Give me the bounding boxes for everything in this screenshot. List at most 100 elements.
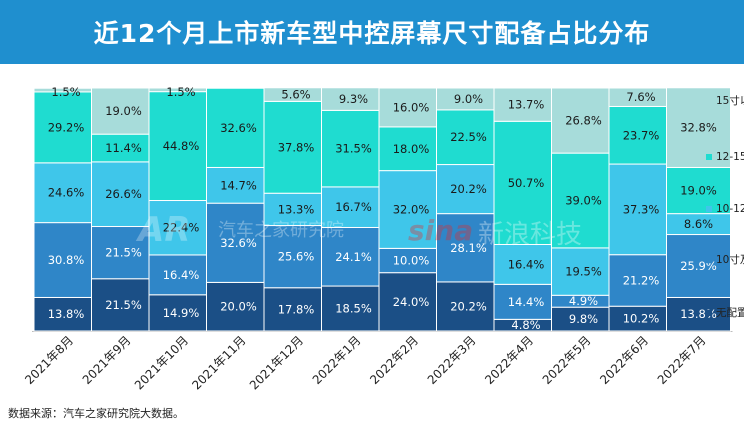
x-tick-label: 2021年9月: [80, 333, 134, 387]
data-label: 26.6%: [105, 187, 142, 201]
bar-segment: [608, 163, 674, 256]
bar-segment: [436, 281, 501, 332]
data-label: 10.0%: [393, 254, 430, 268]
legend-label: 无配置: [716, 307, 744, 319]
data-label: 28.1%: [450, 241, 487, 255]
legend-label: 10-12寸(含): [716, 202, 744, 215]
data-label: 17.8%: [278, 302, 315, 316]
data-label: 20.2%: [450, 299, 487, 313]
bar-segment: [378, 247, 444, 274]
data-label: 18.0%: [393, 142, 430, 156]
bar-segment: [493, 283, 559, 320]
bar-segment: [263, 225, 329, 289]
x-tick-label: 2022年1月: [310, 333, 364, 387]
x-tick-label: 2021年10月: [132, 333, 191, 392]
x-tick-label: 2022年2月: [367, 333, 421, 387]
data-source-note: 数据来源：汽车之家研究院大数据。: [8, 407, 184, 420]
data-label: 20.0%: [220, 300, 257, 314]
data-label: 26.8%: [565, 114, 602, 128]
bar-segment: [91, 161, 156, 228]
bar-segment: [608, 105, 674, 165]
sina-watermark-text: 新浪科技: [478, 220, 583, 250]
data-label: 22.5%: [450, 130, 487, 144]
data-label: 19.0%: [680, 184, 717, 198]
data-label: 14.7%: [220, 178, 257, 192]
data-label: 37.3%: [623, 202, 660, 216]
data-label: 18.5%: [335, 302, 372, 316]
data-label: 14.4%: [508, 295, 545, 309]
bar-segment: [551, 87, 616, 154]
data-label: 20.2%: [450, 182, 487, 196]
legend-label: 15寸以上: [716, 94, 744, 107]
data-label: 16.7%: [335, 200, 372, 214]
autohome-watermark-text: 汽车之家研究院: [218, 220, 344, 241]
data-label: 32.6%: [220, 236, 257, 250]
data-label: 7.6%: [626, 90, 655, 104]
data-label: 1.5%: [166, 85, 195, 99]
data-label: 37.8%: [278, 140, 315, 154]
data-label: 44.8%: [163, 139, 200, 153]
bar-segment: [33, 91, 99, 164]
bar-segment: [263, 100, 329, 194]
data-label: 9.8%: [569, 312, 598, 326]
title-bar: 近12个月上市新车型中控屏幕尺寸配备占比分布: [0, 0, 744, 64]
data-label: 16.4%: [508, 257, 545, 271]
bar-segment: [206, 87, 271, 168]
sina-watermark-logo: sina: [408, 214, 474, 247]
data-label: 21.5%: [105, 246, 142, 260]
data-label: 14.9%: [163, 306, 200, 320]
data-label: 30.8%: [48, 253, 85, 267]
x-tick-label: 2022年5月: [540, 333, 594, 387]
legend-swatch: [706, 98, 712, 104]
bar-segment: [436, 213, 501, 283]
data-label: 25.6%: [278, 250, 315, 264]
data-label: 39.0%: [565, 194, 602, 208]
data-label: 19.5%: [565, 265, 602, 279]
data-label: 4.9%: [569, 294, 598, 308]
data-label: 50.7%: [508, 176, 545, 190]
bar-segment: [33, 222, 99, 298]
bar-segment: [206, 202, 271, 283]
bar-segment: [91, 133, 156, 163]
data-label: 21.2%: [623, 273, 660, 287]
bar-segment: [206, 166, 271, 204]
x-tick-label: 2022年3月: [425, 333, 479, 387]
bar-segment: [378, 87, 444, 128]
bar-segment: [608, 254, 674, 307]
autohome-watermark-logo: AR: [138, 210, 191, 250]
chart-title: 近12个月上市新车型中控屏幕尺寸配备占比分布: [93, 19, 651, 48]
data-label: 32.0%: [393, 203, 430, 217]
data-label: 24.6%: [48, 186, 85, 200]
bar-segment: [666, 166, 731, 215]
data-label: 32.8%: [680, 121, 717, 135]
bar-segment: [321, 109, 386, 188]
data-label: 16.0%: [393, 100, 430, 114]
legend-label: 10寸及以下: [716, 253, 744, 266]
data-label: 24.1%: [335, 250, 372, 264]
bar-segment: [33, 162, 99, 224]
data-label: 31.5%: [335, 142, 372, 156]
legend-swatch: [706, 310, 712, 316]
data-label: 32.6%: [220, 121, 257, 135]
bar-segment: [321, 226, 386, 287]
x-tick-label: 2022年6月: [597, 333, 651, 387]
data-label: 8.6%: [684, 217, 713, 231]
data-label: 13.3%: [278, 202, 315, 216]
bar-segment: [148, 294, 214, 332]
x-tick-label: 2021年8月: [22, 333, 76, 387]
data-label: 24.0%: [393, 295, 430, 309]
data-label: 22.4%: [163, 221, 200, 235]
data-label: 11.4%: [105, 141, 142, 155]
data-label: 9.3%: [339, 92, 368, 106]
data-label: 23.7%: [623, 128, 660, 142]
bar-segment: [436, 109, 501, 166]
bar-segment: [91, 226, 156, 280]
legend-label: 12-15寸(含): [716, 150, 744, 163]
bar-segment: [551, 247, 616, 296]
data-label: 4.8%: [511, 318, 540, 332]
legend-swatch: [706, 257, 712, 263]
bar-segment: [493, 87, 559, 122]
bar-segment: [666, 87, 731, 168]
data-label: 10.2%: [623, 312, 660, 326]
